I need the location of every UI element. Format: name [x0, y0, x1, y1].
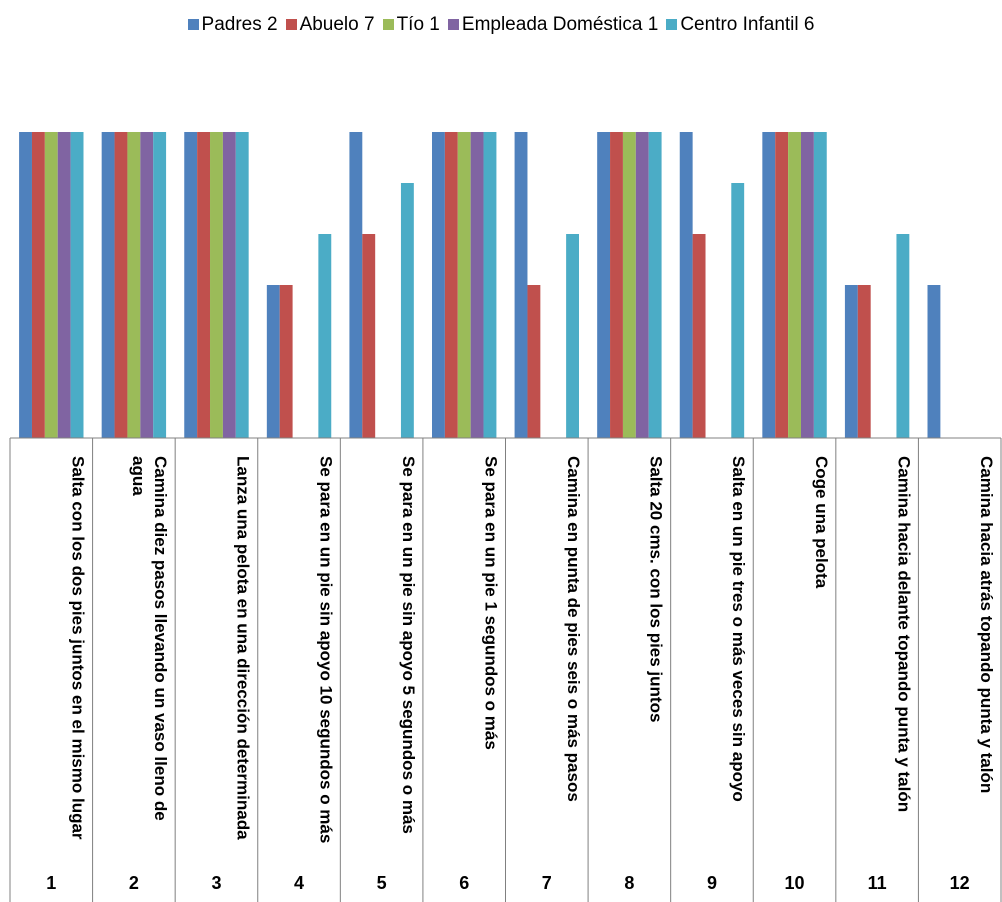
bar	[140, 132, 154, 438]
bar	[775, 132, 789, 438]
legend-entry: Abuelo 7	[285, 14, 375, 36]
bar	[210, 132, 223, 438]
category-label: Camina en punta de pies seis o más pasos	[564, 456, 584, 802]
category-number: 1	[46, 873, 57, 893]
bar	[927, 285, 941, 438]
category-number: 5	[376, 873, 387, 893]
bar	[483, 132, 497, 438]
category-number: 3	[211, 873, 222, 893]
bar	[813, 132, 827, 438]
bar	[432, 132, 445, 438]
bar	[44, 132, 58, 438]
category-label: Camina diez pasos llevando un vaso lleno…	[129, 456, 171, 821]
bar	[800, 132, 814, 438]
bar	[896, 234, 910, 438]
legend-entry: Centro Infantil 6	[666, 14, 814, 36]
category-number: 7	[541, 873, 552, 893]
bar	[679, 132, 693, 438]
legend-swatch	[382, 19, 394, 30]
bar	[266, 285, 280, 438]
category-number: 8	[624, 873, 635, 893]
bar	[622, 132, 636, 438]
category-number: 2	[128, 873, 139, 893]
legend-entry: Tío 1	[382, 14, 440, 36]
category-number: 12	[949, 873, 970, 893]
bar	[597, 132, 611, 438]
legend-swatch	[447, 19, 459, 30]
bar	[457, 132, 471, 438]
legend-label: Abuelo 7	[299, 14, 375, 35]
bar	[648, 132, 662, 438]
legend-label: Padres 2	[201, 14, 278, 35]
category-label: Salta con los dos pies juntos en el mism…	[68, 456, 88, 840]
bar	[101, 132, 115, 438]
bar	[362, 234, 376, 438]
legend-label: Empleada Doméstica 1	[461, 14, 659, 35]
bar	[444, 132, 458, 438]
bar	[70, 132, 84, 438]
bar	[197, 132, 211, 438]
bar	[610, 132, 623, 438]
category-label: Se para en un pie sin apoyo 5 segundos o…	[398, 456, 418, 834]
bar	[514, 132, 528, 438]
legend: Padres 2 Abuelo 7 Tío 1 Empleada Doméstica …	[0, 14, 1002, 36]
bar	[57, 132, 71, 438]
bar	[153, 132, 167, 438]
category-label: Camina hacia atrás topando punta y talón	[976, 456, 996, 794]
bar	[127, 132, 141, 438]
bar	[31, 132, 45, 438]
bar	[731, 183, 745, 438]
bar	[527, 285, 541, 438]
bar	[19, 132, 32, 438]
bar	[762, 132, 776, 438]
bar	[566, 234, 579, 438]
bar	[400, 183, 414, 438]
legend-label: Centro Infantil 6	[680, 14, 815, 35]
bar	[635, 132, 649, 438]
bar	[222, 132, 236, 438]
category-label: Salta 20 cms. con los pies juntos	[646, 456, 666, 723]
category-number: 11	[867, 873, 887, 893]
bar	[114, 132, 128, 438]
bar	[184, 132, 198, 438]
legend-swatch	[187, 19, 199, 30]
category-number: 9	[706, 873, 717, 893]
bar	[279, 285, 293, 438]
legend-swatch	[285, 19, 297, 30]
legend-entry: Empleada Doméstica 1	[447, 14, 659, 36]
bar	[857, 285, 871, 438]
bar	[470, 132, 484, 438]
category-label: Se para en un pie 1 segundos o más	[481, 456, 501, 750]
bar	[844, 285, 858, 438]
category-label: Coge una pelota	[811, 456, 831, 589]
category-number: 10	[784, 873, 805, 893]
bar	[318, 234, 332, 438]
legend-swatch	[666, 19, 678, 30]
category-label: Se para en un pie sin apoyo 10 segundos …	[316, 456, 336, 844]
bar	[235, 132, 249, 438]
category-label: Camina hacia delante topando punta y tal…	[894, 456, 914, 813]
category-number: 6	[459, 873, 470, 893]
bar	[788, 132, 801, 438]
category-label: Salta en un pie tres o más veces sin apo…	[729, 456, 749, 802]
category-number: 4	[294, 873, 305, 893]
legend-label: Tío 1	[396, 14, 440, 35]
bar	[349, 132, 363, 438]
bar	[692, 234, 706, 438]
legend-entry: Padres 2	[187, 14, 278, 36]
category-label: Lanza una pelota en una dirección determ…	[233, 456, 253, 840]
